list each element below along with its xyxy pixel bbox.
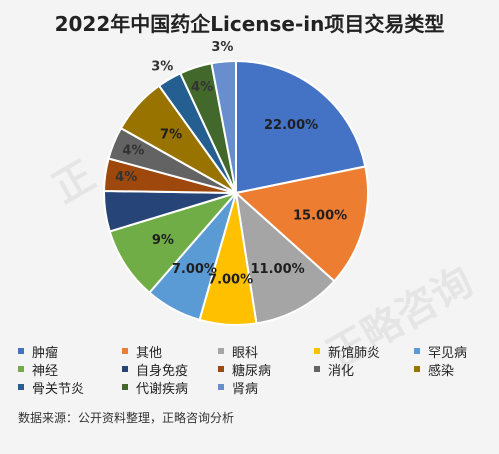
legend-item: 代谢疾病 [122, 379, 189, 397]
pie-slice-12 [210, 59, 237, 194]
slice-label-0: 22.00% [264, 118, 318, 133]
legend-label: 神经 [32, 363, 59, 379]
legend-item: 神经 [18, 361, 59, 379]
legend-label: 肿瘤 [32, 345, 59, 361]
legend-label: 消化 [328, 363, 355, 379]
slice-label-4: 7.00% [172, 262, 217, 277]
pie-slice-2 [234, 190, 336, 325]
legend-swatch [18, 384, 24, 390]
legend-swatch [314, 348, 320, 354]
legend-label: 代谢疾病 [136, 381, 189, 397]
source-note: 数据来源：公开资料整理，正略咨询分析 [18, 411, 235, 425]
legend-item: 消化 [314, 361, 355, 379]
legend-item: 眼科 [218, 343, 259, 361]
slice-label-7: 4% [115, 170, 137, 185]
legend-label: 其他 [136, 345, 163, 361]
slice-label-3: 7.00% [208, 273, 253, 288]
legend-swatch [218, 348, 224, 354]
slice-label-10: 3% [151, 59, 173, 74]
slice-label-8: 4% [122, 144, 144, 159]
slice-label-1: 15.00% [293, 208, 347, 223]
legend-label: 罕见病 [428, 345, 468, 361]
legend-item: 骨关节炎 [18, 379, 85, 397]
legend-label: 眼科 [232, 345, 259, 361]
chart-title: 2022年中国药企License-in项目交易类型 [54, 12, 445, 36]
slice-label-9: 7% [160, 127, 182, 142]
legend-label: 肾病 [232, 381, 259, 397]
legend-label: 新馆肺炎 [328, 345, 381, 361]
slice-label-2: 11.00% [251, 262, 305, 277]
pie-slice-1 [233, 165, 369, 283]
legend-item: 肿瘤 [18, 343, 59, 361]
legend-swatch [414, 366, 420, 372]
slice-label-5: 9% [152, 233, 174, 248]
legend-swatch [218, 384, 224, 390]
legend-swatch [18, 366, 24, 372]
pie-slice-0 [235, 59, 367, 195]
legend-item: 自身免疫 [122, 361, 189, 379]
legend-swatch [314, 366, 320, 372]
legend-label: 自身免疫 [136, 363, 189, 379]
legend-swatch [122, 348, 128, 354]
legend-item: 感染 [414, 361, 455, 379]
legend-swatch [218, 366, 224, 372]
legend-label: 感染 [428, 363, 455, 379]
legend-swatch [414, 348, 420, 354]
legend-label: 糖尿病 [232, 363, 272, 379]
slice-label-12: 3% [211, 40, 233, 55]
legend-swatch [18, 348, 24, 354]
legend-item: 其他 [122, 343, 163, 361]
legend-item: 罕见病 [414, 343, 468, 361]
slice-label-11: 4% [191, 80, 213, 95]
legend-item: 肾病 [218, 379, 259, 397]
legend-swatch [122, 366, 128, 372]
legend-item: 新馆肺炎 [314, 343, 381, 361]
legend-swatch [122, 384, 128, 390]
legend-label: 骨关节炎 [32, 381, 85, 397]
legend-item: 糖尿病 [218, 361, 272, 379]
